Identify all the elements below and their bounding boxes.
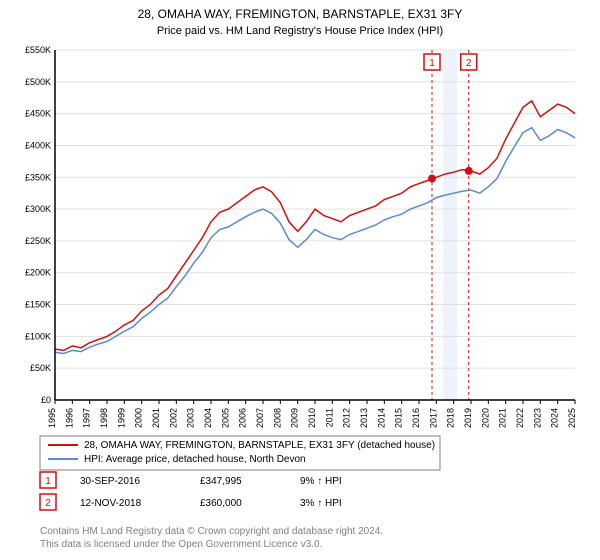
chart-title: 28, OMAHA WAY, FREMINGTON, BARNSTAPLE, E…: [138, 7, 463, 21]
highlight-band: [443, 50, 457, 400]
x-tick-label: 2004: [203, 408, 213, 428]
x-tick-label: 2005: [220, 408, 230, 428]
y-tick-label: £100K: [25, 331, 51, 341]
transaction-date: 12-NOV-2018: [80, 498, 142, 509]
y-tick-label: £0: [41, 395, 51, 405]
x-tick-label: 2003: [186, 408, 196, 428]
x-tick-label: 1999: [116, 408, 126, 428]
transaction-number: 2: [45, 498, 51, 509]
x-tick-label: 2008: [272, 408, 282, 428]
transaction-delta: 9% ↑ HPI: [300, 476, 342, 487]
x-tick-label: 2024: [550, 408, 560, 428]
x-tick-label: 2009: [290, 408, 300, 428]
transaction-price: £347,995: [200, 476, 242, 487]
footer-line2: This data is licensed under the Open Gov…: [40, 539, 322, 550]
x-tick-label: 1996: [64, 408, 74, 428]
x-tick-label: 1997: [82, 408, 92, 428]
marker-dot: [428, 175, 436, 183]
x-tick-label: 2015: [394, 408, 404, 428]
y-tick-label: £50K: [30, 363, 51, 373]
marker-number: 1: [429, 58, 435, 69]
x-tick-label: 2019: [463, 408, 473, 428]
y-tick-label: £200K: [25, 268, 51, 278]
transaction-number: 1: [45, 476, 51, 487]
y-tick-label: £400K: [25, 140, 51, 150]
x-tick-label: 2017: [428, 408, 438, 428]
marker-dot: [465, 167, 473, 175]
x-tick-label: 2014: [376, 408, 386, 428]
legend-label: 28, OMAHA WAY, FREMINGTON, BARNSTAPLE, E…: [84, 440, 435, 451]
footer-line1: Contains HM Land Registry data © Crown c…: [40, 526, 383, 537]
transaction-delta: 3% ↑ HPI: [300, 498, 342, 509]
x-tick-label: 2001: [151, 408, 161, 428]
x-tick-label: 2023: [532, 408, 542, 428]
marker-number: 2: [466, 58, 472, 69]
x-tick-label: 2000: [134, 408, 144, 428]
y-tick-label: £150K: [25, 300, 51, 310]
x-tick-label: 2013: [359, 408, 369, 428]
x-tick-label: 2020: [480, 408, 490, 428]
x-tick-label: 2025: [567, 408, 577, 428]
x-tick-label: 2006: [238, 408, 248, 428]
x-tick-label: 2021: [498, 408, 508, 428]
x-tick-label: 2011: [324, 408, 334, 427]
transaction-price: £360,000: [200, 498, 242, 509]
y-tick-label: £500K: [25, 77, 51, 87]
legend-label: HPI: Average price, detached house, Nort…: [84, 454, 306, 465]
x-tick-label: 2010: [307, 408, 317, 428]
y-tick-label: £250K: [25, 236, 51, 246]
y-tick-label: £550K: [25, 45, 51, 55]
x-tick-label: 2022: [515, 408, 525, 428]
y-tick-label: £300K: [25, 204, 51, 214]
x-tick-label: 2007: [255, 408, 265, 428]
x-tick-label: 1995: [47, 408, 57, 428]
transaction-date: 30-SEP-2016: [80, 476, 140, 487]
x-tick-label: 2002: [168, 408, 178, 428]
x-tick-label: 2012: [342, 408, 352, 428]
price-chart: 28, OMAHA WAY, FREMINGTON, BARNSTAPLE, E…: [0, 0, 600, 560]
chart-subtitle: Price paid vs. HM Land Registry's House …: [157, 25, 443, 37]
x-tick-label: 1998: [99, 408, 109, 428]
series-line: [55, 101, 575, 351]
y-tick-label: £450K: [25, 109, 51, 119]
y-tick-label: £350K: [25, 172, 51, 182]
x-tick-label: 2018: [446, 408, 456, 428]
x-tick-label: 2016: [411, 408, 421, 428]
